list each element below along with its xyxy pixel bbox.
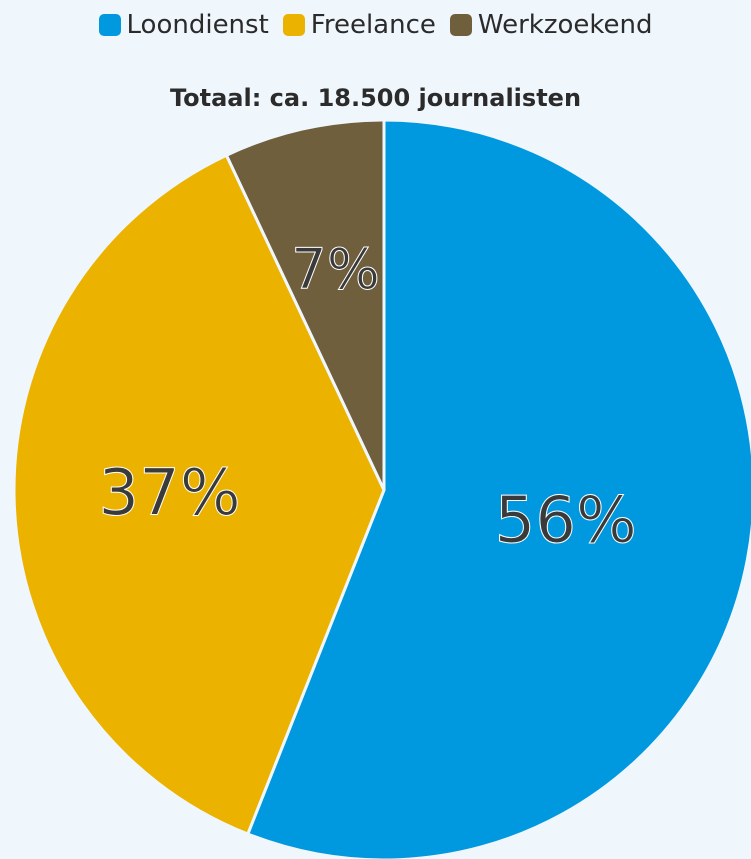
legend-label-loondienst: Loondienst <box>126 10 269 40</box>
pie-label-freelance: 37% <box>98 456 240 530</box>
pie-slices <box>12 118 751 859</box>
legend-item-werkzoekend[interactable]: Werkzoekend <box>449 10 653 40</box>
legend-item-freelance[interactable]: Freelance <box>282 10 436 40</box>
pie-label-loondienst: 56% <box>495 484 637 558</box>
legend-label-werkzoekend: Werkzoekend <box>477 10 653 40</box>
chart-title: Totaal: ca. 18.500 journalisten <box>169 84 582 112</box>
pie-labels: 56% 37% 7% <box>98 237 637 559</box>
pie-label-werkzoekend: 7% <box>291 237 380 302</box>
legend-swatch-freelance <box>282 14 305 36</box>
pie-slice-werkzoekend[interactable] <box>224 118 386 491</box>
legend-swatch-werkzoekend <box>449 14 472 36</box>
legend-label-freelance: Freelance <box>310 10 436 40</box>
chart-legend: Loondienst Freelance Werkzoekend <box>0 10 751 40</box>
pie-slice-freelance[interactable] <box>12 153 386 836</box>
pie-slice-loondienst[interactable] <box>245 118 751 859</box>
legend-item-loondienst[interactable]: Loondienst <box>98 10 269 40</box>
legend-swatch-loondienst <box>98 14 121 36</box>
